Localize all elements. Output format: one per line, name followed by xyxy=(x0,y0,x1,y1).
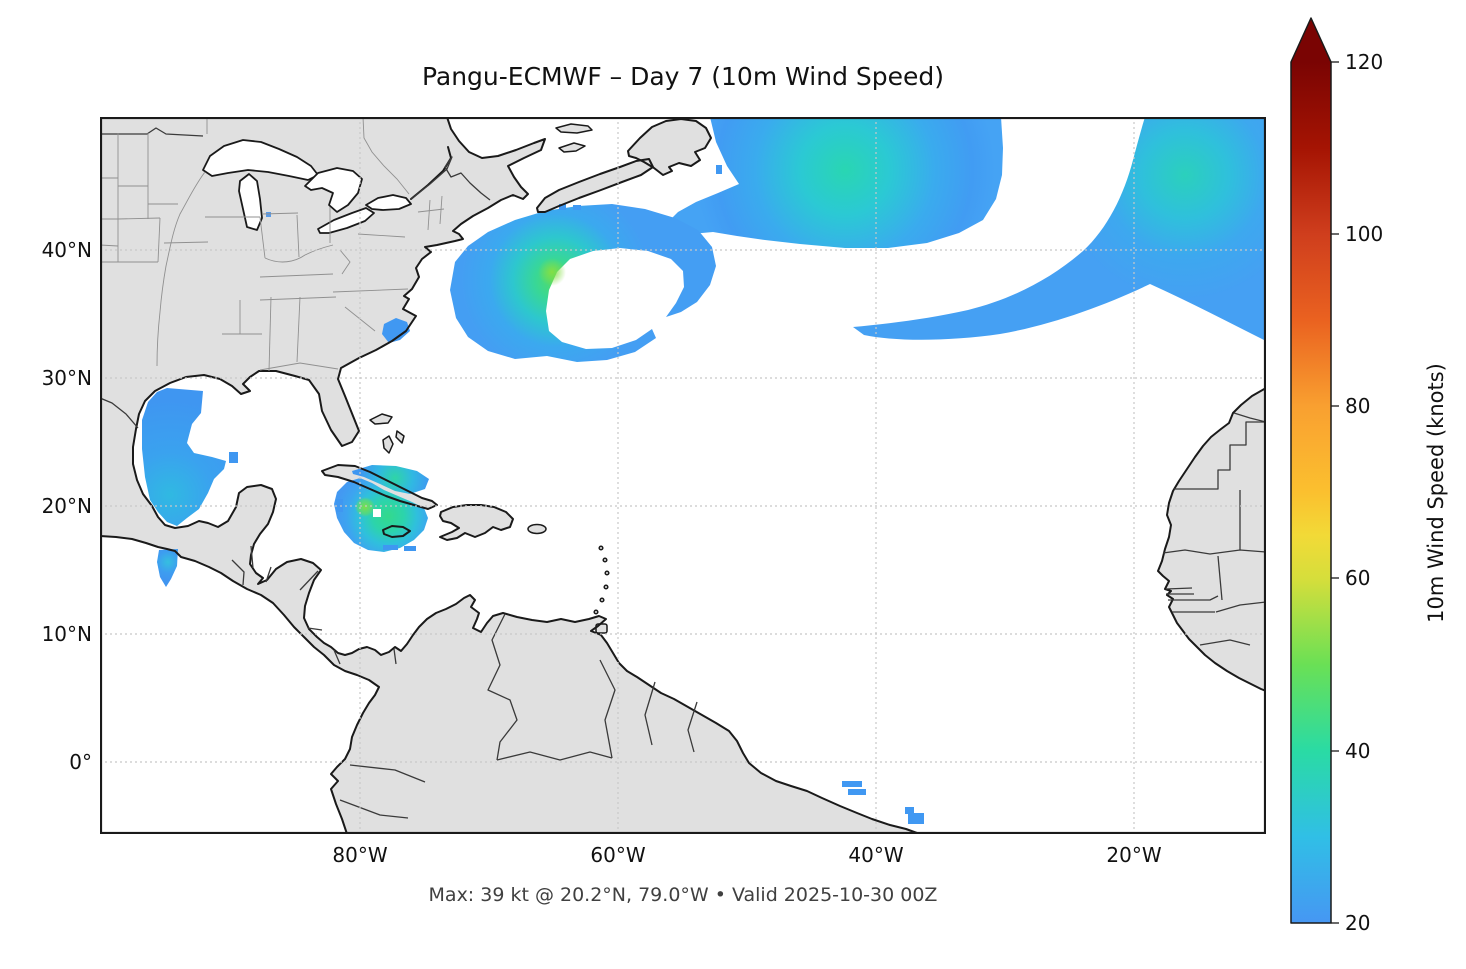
wind-region-comma-core xyxy=(538,258,566,286)
figure-title: Pangu-ECMWF – Day 7 (10m Wind Speed) xyxy=(421,62,945,91)
colorbar-canvas xyxy=(1290,17,1339,924)
colorbar-tick-label: 60 xyxy=(1345,566,1371,590)
state-border-layer xyxy=(100,117,445,372)
lesser-antilles-dot xyxy=(604,570,610,576)
y-tick-label: 10°N xyxy=(41,622,92,646)
bahamas-abaco xyxy=(369,413,393,425)
lesser-antilles-dot xyxy=(603,584,609,590)
colorbar-tick-label: 20 xyxy=(1345,911,1371,935)
lake-erie xyxy=(317,207,375,234)
lakes-and-small-islands xyxy=(202,123,610,634)
x-tick-label: 40°W xyxy=(848,843,904,867)
colorbar-tick-label: 120 xyxy=(1345,50,1384,74)
x-tick-label: 60°W xyxy=(590,843,646,867)
wind-max-hole xyxy=(373,509,381,517)
lake-michigan xyxy=(238,173,263,231)
y-tick-label: 20°N xyxy=(41,494,92,518)
wind-region-gulf-of-mexico xyxy=(142,388,226,526)
wind-region-carolina-coast xyxy=(382,318,410,343)
y-tick-label: 30°N xyxy=(41,366,92,390)
lesser-antilles-dot xyxy=(598,545,604,551)
colorbar-axis-label: 10m Wind Speed (knots) xyxy=(1424,363,1448,623)
lesser-antilles-dot xyxy=(593,609,599,615)
lesser-antilles-dot xyxy=(602,557,608,563)
colorbar-tick-label: 80 xyxy=(1345,394,1371,418)
y-tick-label: 40°N xyxy=(41,238,92,262)
y-tick-label: 0° xyxy=(69,750,92,774)
map-axes xyxy=(100,117,1266,834)
wind-dash xyxy=(336,499,343,512)
colorbar-ticks xyxy=(1331,61,1339,924)
x-tick-label: 20°W xyxy=(1106,843,1162,867)
wind-speck-gulf xyxy=(229,452,238,463)
colorbar-gradient-bar xyxy=(1290,17,1332,924)
gridline-layer xyxy=(100,117,1266,834)
wind-dash xyxy=(383,545,398,550)
wind-region-cuba-core xyxy=(355,497,375,517)
colorbar-tick-label: 100 xyxy=(1345,222,1384,246)
colorbar-tick-label: 40 xyxy=(1345,739,1371,763)
lake-huron xyxy=(304,167,363,213)
x-tick-label: 80°W xyxy=(332,843,388,867)
bahamas-andros xyxy=(382,435,394,454)
map-canvas xyxy=(100,117,1266,834)
lake-superior xyxy=(202,139,319,181)
wind-region-tehuantepec xyxy=(157,549,178,587)
wind-shading-layer xyxy=(142,117,1266,824)
anticosti-island xyxy=(555,123,593,134)
wind-dash xyxy=(404,546,416,551)
puerto-rico xyxy=(527,523,547,535)
bahamas-eleuthera xyxy=(395,430,405,444)
country-border-layer xyxy=(100,127,1266,819)
figure-caption: Max: 39 kt @ 20.2°N, 79.0°W • Valid 2025… xyxy=(428,884,938,906)
wind-specks xyxy=(266,165,924,824)
wind-region-west-atlantic-comma xyxy=(450,204,716,362)
lesser-antilles-dot xyxy=(599,597,605,603)
wind-region-central-north-atlantic xyxy=(669,117,1003,248)
axes-frame xyxy=(100,117,1266,834)
prince-edward-island xyxy=(558,142,586,153)
wind-region-northeast-atlantic-band xyxy=(853,117,1266,341)
colorbar xyxy=(1270,0,1430,969)
lake-ontario xyxy=(365,194,412,211)
